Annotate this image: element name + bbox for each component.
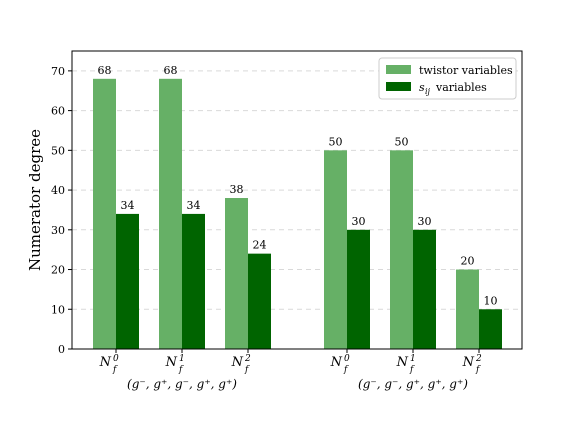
x-tick-label-sub: f [343,365,349,375]
legend-label: variables [435,81,487,94]
bar-value-labels: 68 68 38 50 50 20 34 34 24 30 30 10 [98,64,498,307]
x-tick-label-base: N [462,355,475,370]
legend-entry: s ij variables [419,81,487,96]
bar-value-label: 24 [253,239,267,252]
legend-label: twistor variables [419,64,513,77]
bar-sij [248,253,271,349]
y-tick-label: 40 [51,184,65,197]
y-axis-label: Numerator degree [26,129,44,271]
x-tick-label-sub: f [475,365,481,375]
bar-twistor [456,269,479,349]
legend: twistor variables s ij variables [378,57,517,100]
x-tick-label-sup: 2 [475,354,482,364]
legend-swatch [386,82,411,91]
bar-twistor [225,198,248,349]
x-tick-label: N 1f [396,354,416,375]
bar-twistor [159,78,182,350]
bar-value-label: 50 [329,135,343,148]
y-tick-label: 70 [51,65,65,78]
x-tick-label-sup: 1 [179,354,185,364]
bar-sij [413,229,436,349]
legend-box [378,57,517,100]
x-tick-label-base: N [165,355,178,370]
bar-twistor [93,78,116,350]
y-tick-label: 50 [51,144,65,157]
bars [93,78,502,350]
x-tick-label: N 1f [165,354,185,375]
x-tick-label-sub: f [409,365,415,375]
bar-twistor [324,150,347,349]
legend-label-base: s [419,81,425,94]
x-tick-label: N 0f [99,354,119,375]
group-label: (g⁻, g⁻, g⁺, g⁺, g⁺) [358,377,468,391]
bar-value-label: 68 [98,64,112,77]
x-tick-label: N 2f [231,354,251,375]
x-tick-label-sup: 1 [410,354,416,364]
x-tick-label-base: N [396,355,409,370]
bar-value-label: 50 [395,135,409,148]
x-tick-label-sub: f [244,365,250,375]
x-tick-label: N 0f [330,354,350,375]
x-tick-label-sup: 0 [113,354,119,364]
bar-sij [182,213,205,349]
bar-value-label: 34 [121,199,135,212]
bar-value-label: 30 [418,215,432,228]
x-tick-label-base: N [330,355,343,370]
bar-sij [116,213,139,349]
x-tick-label-base: N [231,355,244,370]
x-tick-label: N 2f [462,354,482,375]
y-tick-label: 10 [51,303,65,316]
legend-label-sub: ij [425,87,431,96]
x-axis-ticks: N 0f N 1f N 2f N 0f N 1f N 2f(g⁻, g⁺, g⁻, g⁺, g⁺) (g… [99,349,482,391]
bar-sij [479,309,502,349]
x-tick-label-sub: f [178,365,184,375]
bar-value-label: 10 [484,294,498,307]
group-label: (g⁻, g⁺, g⁻, g⁺, g⁺) [127,377,237,391]
bar-value-label: 38 [230,183,244,196]
y-tick-label: 30 [51,224,65,237]
y-tick-label: 60 [51,105,65,118]
plot-frame [71,50,523,350]
grid-lines [72,70,522,310]
bar-value-label: 30 [352,215,366,228]
x-tick-label-sup: 0 [344,354,350,364]
legend-swatch [386,65,411,74]
bar-value-label: 68 [164,64,178,77]
y-tick-label: 0 [58,343,65,356]
x-tick-label-sup: 2 [244,354,251,364]
bar-twistor [390,150,413,349]
bar-sij [347,229,370,349]
bar-value-label: 34 [187,199,201,212]
x-tick-label-base: N [99,355,112,370]
y-tick-label: 20 [51,264,65,277]
bar-value-label: 20 [461,255,475,268]
y-axis-ticks: 0 10 20 30 40 50 60 70 [51,65,72,356]
x-tick-label-sub: f [112,365,118,375]
